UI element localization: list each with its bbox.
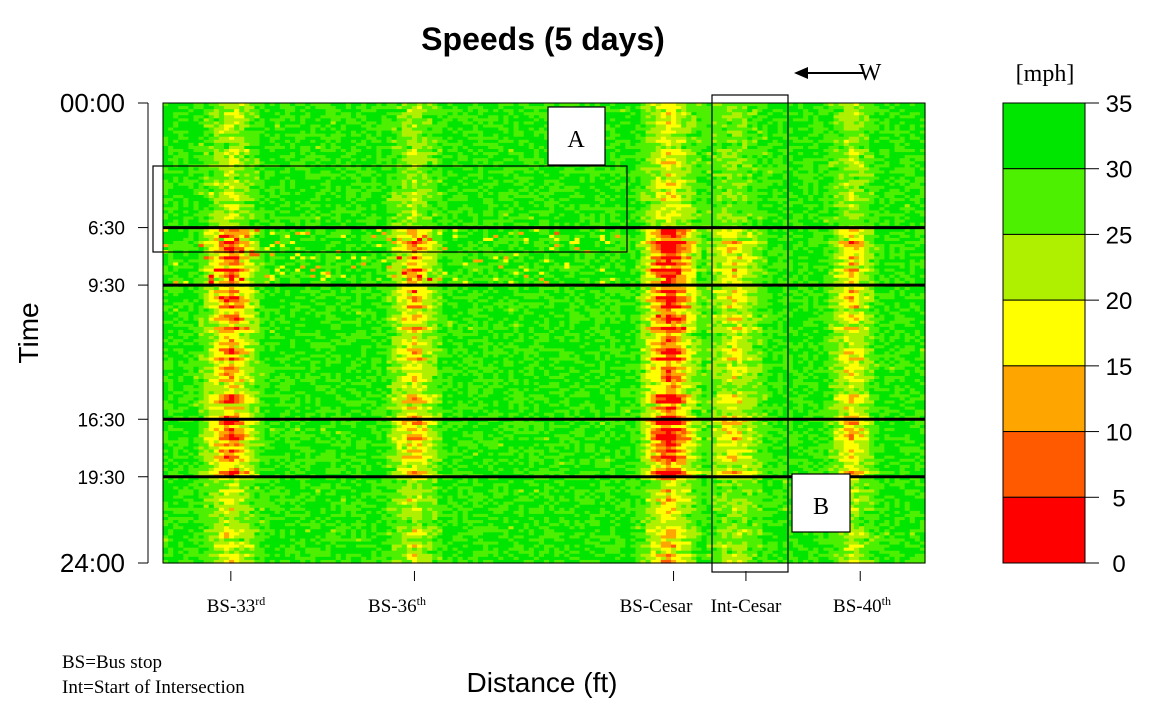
chart-title: Speeds (5 days) <box>421 21 665 57</box>
